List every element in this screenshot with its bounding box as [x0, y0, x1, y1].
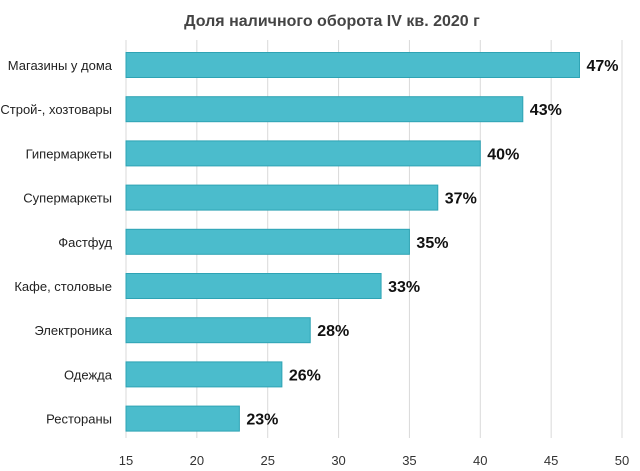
bar [125, 273, 382, 299]
category-label: Электроника [34, 323, 112, 338]
bar [125, 228, 410, 255]
category-label: Магазины у дома [8, 58, 113, 73]
value-label: 37% [445, 191, 477, 208]
bar [125, 96, 524, 123]
category-label: Гипермаркеты [26, 146, 112, 161]
x-axis-ticks: 15 20 25 30 35 40 45 50 [119, 453, 629, 468]
x-tick-label: 40 [473, 453, 487, 468]
category-labels: Магазины у дома Строй-, хозтовары Гипермар… [0, 58, 112, 427]
x-tick-label: 35 [402, 453, 416, 468]
bar [125, 52, 580, 78]
x-tick-label: 30 [331, 453, 345, 468]
value-label: 40% [487, 146, 519, 163]
value-label: 35% [416, 235, 448, 252]
value-label: 23% [246, 412, 278, 429]
value-label: 33% [388, 279, 420, 296]
value-label: 43% [530, 102, 562, 119]
value-label: 28% [317, 323, 349, 340]
x-tick-label: 20 [190, 453, 204, 468]
value-labels: 47% 43% 40% 37% 35% 33% 28% 26% 23% [246, 58, 618, 429]
value-label: 47% [586, 58, 618, 75]
category-label: Супермаркеты [23, 191, 112, 206]
x-tick-label: 15 [119, 453, 133, 468]
bar [125, 361, 283, 388]
chart-title: Доля наличного оборота IV кв. 2020 г [184, 13, 480, 30]
x-tick-label: 45 [544, 453, 558, 468]
category-label: Рестораны [46, 412, 112, 427]
x-tick-label: 50 [615, 453, 629, 468]
category-label: Одежда [64, 367, 113, 382]
category-label: Строй-, хозтовары [0, 102, 112, 117]
bar [125, 405, 240, 432]
value-label: 26% [289, 367, 321, 384]
category-label: Фастфуд [58, 235, 112, 250]
bar [125, 140, 481, 167]
category-label: Кафе, столовые [14, 279, 112, 294]
x-tick-label: 25 [260, 453, 274, 468]
bar [125, 184, 439, 211]
bars [125, 52, 580, 432]
bar [125, 317, 311, 344]
